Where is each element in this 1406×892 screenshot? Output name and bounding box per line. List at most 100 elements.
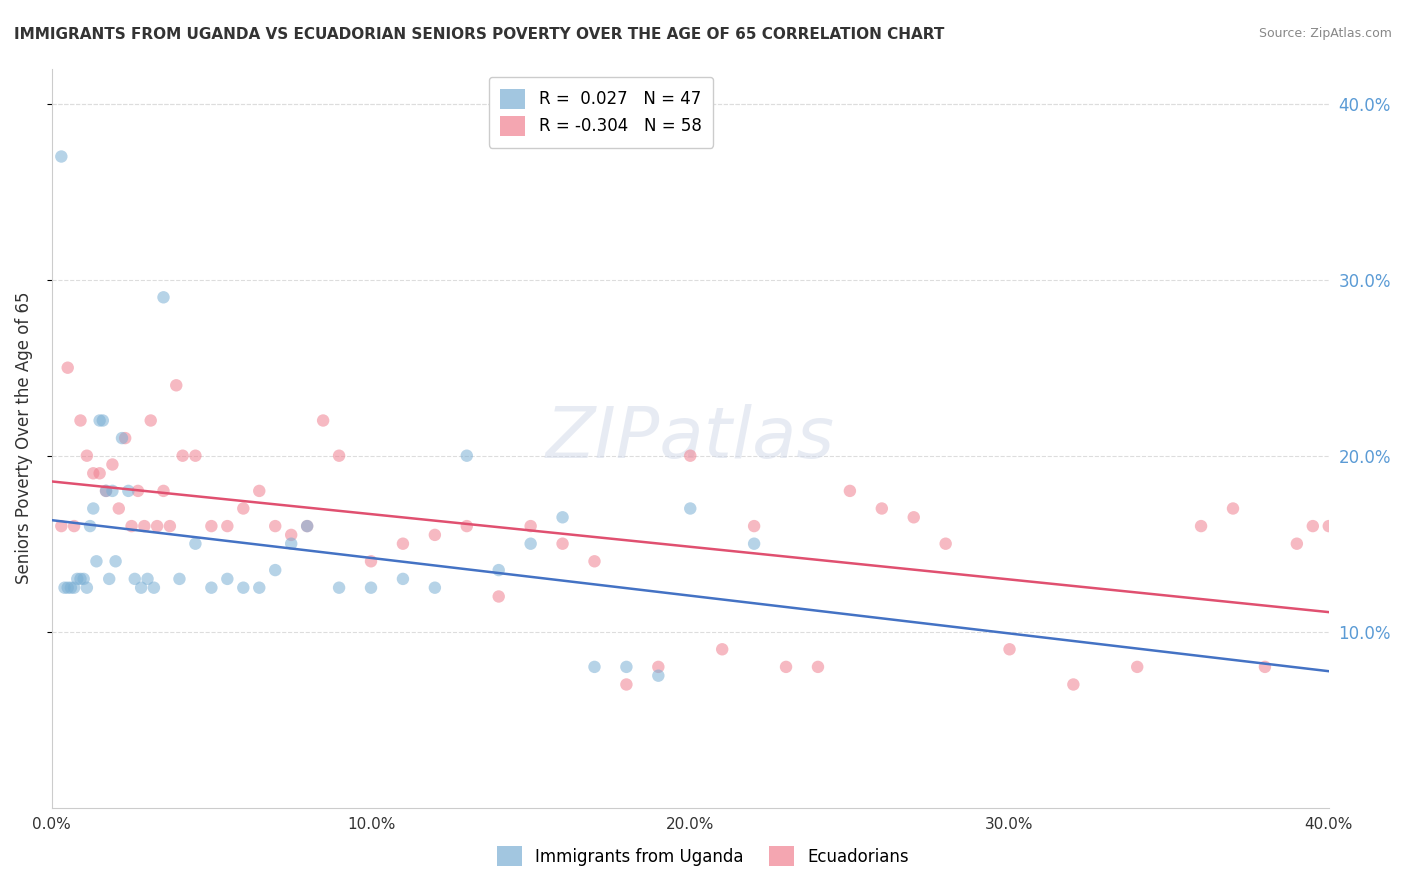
Point xyxy=(134,519,156,533)
Point xyxy=(328,449,350,463)
Point xyxy=(488,590,510,604)
Point xyxy=(69,413,91,427)
Point xyxy=(807,660,830,674)
Point xyxy=(56,581,79,595)
Point xyxy=(184,537,207,551)
Point xyxy=(69,572,91,586)
Point xyxy=(295,519,318,533)
Point xyxy=(66,572,89,586)
Point xyxy=(76,581,98,595)
Point xyxy=(184,449,207,463)
Point xyxy=(59,581,82,595)
Point xyxy=(86,554,108,568)
Point xyxy=(91,413,114,427)
Point xyxy=(79,519,101,533)
Point xyxy=(328,581,350,595)
Point xyxy=(232,501,254,516)
Point xyxy=(159,519,181,533)
Point xyxy=(152,483,174,498)
Point xyxy=(742,537,765,551)
Point xyxy=(679,501,702,516)
Y-axis label: Seniors Poverty Over the Age of 65: Seniors Poverty Over the Age of 65 xyxy=(15,292,32,584)
Point xyxy=(616,677,638,691)
Point xyxy=(312,413,335,427)
Point xyxy=(121,519,143,533)
Point xyxy=(82,501,104,516)
Point xyxy=(217,519,239,533)
Point xyxy=(423,581,446,595)
Point xyxy=(51,519,73,533)
Point xyxy=(392,572,415,586)
Point xyxy=(280,537,302,551)
Point xyxy=(82,467,104,481)
Point xyxy=(51,149,73,163)
Point xyxy=(117,483,139,498)
Point xyxy=(456,449,478,463)
Point xyxy=(456,519,478,533)
Point xyxy=(107,501,129,516)
Point xyxy=(647,668,669,682)
Text: IMMIGRANTS FROM UGANDA VS ECUADORIAN SENIORS POVERTY OVER THE AGE OF 65 CORRELAT: IMMIGRANTS FROM UGANDA VS ECUADORIAN SEN… xyxy=(14,27,945,42)
Point xyxy=(53,581,76,595)
Point xyxy=(142,581,165,595)
Point xyxy=(1062,677,1084,691)
Point xyxy=(423,528,446,542)
Point xyxy=(129,581,152,595)
Point xyxy=(264,563,287,577)
Point xyxy=(169,572,191,586)
Point xyxy=(76,449,98,463)
Legend: Immigrants from Uganda, Ecuadorians: Immigrants from Uganda, Ecuadorians xyxy=(489,838,917,875)
Point xyxy=(488,563,510,577)
Point xyxy=(870,501,893,516)
Point xyxy=(1189,519,1212,533)
Point xyxy=(89,467,111,481)
Point xyxy=(1254,660,1277,674)
Point xyxy=(139,413,162,427)
Point xyxy=(94,483,117,498)
Point xyxy=(101,458,124,472)
Point xyxy=(392,537,415,551)
Point xyxy=(63,581,86,595)
Point xyxy=(519,519,541,533)
Point xyxy=(165,378,187,392)
Point xyxy=(111,431,134,445)
Point xyxy=(903,510,925,524)
Point xyxy=(1317,519,1340,533)
Point xyxy=(295,519,318,533)
Point xyxy=(247,483,270,498)
Point xyxy=(838,483,860,498)
Point xyxy=(63,519,86,533)
Legend: R =  0.027   N = 47, R = -0.304   N = 58: R = 0.027 N = 47, R = -0.304 N = 58 xyxy=(489,77,713,147)
Point xyxy=(136,572,159,586)
Point xyxy=(217,572,239,586)
Point xyxy=(98,572,121,586)
Point xyxy=(127,483,149,498)
Point xyxy=(360,581,382,595)
Point xyxy=(1285,537,1308,551)
Point xyxy=(583,660,606,674)
Text: Source: ZipAtlas.com: Source: ZipAtlas.com xyxy=(1258,27,1392,40)
Point xyxy=(89,413,111,427)
Point xyxy=(551,537,574,551)
Point xyxy=(104,554,127,568)
Point xyxy=(264,519,287,533)
Point xyxy=(1126,660,1149,674)
Point xyxy=(775,660,797,674)
Point xyxy=(73,572,96,586)
Point xyxy=(1222,501,1244,516)
Point xyxy=(172,449,194,463)
Point xyxy=(551,510,574,524)
Point xyxy=(583,554,606,568)
Point xyxy=(935,537,957,551)
Point xyxy=(998,642,1021,657)
Point xyxy=(200,519,222,533)
Point xyxy=(114,431,136,445)
Point xyxy=(280,528,302,542)
Point xyxy=(124,572,146,586)
Point xyxy=(647,660,669,674)
Point xyxy=(679,449,702,463)
Point xyxy=(56,360,79,375)
Point xyxy=(247,581,270,595)
Point xyxy=(519,537,541,551)
Point xyxy=(1302,519,1324,533)
